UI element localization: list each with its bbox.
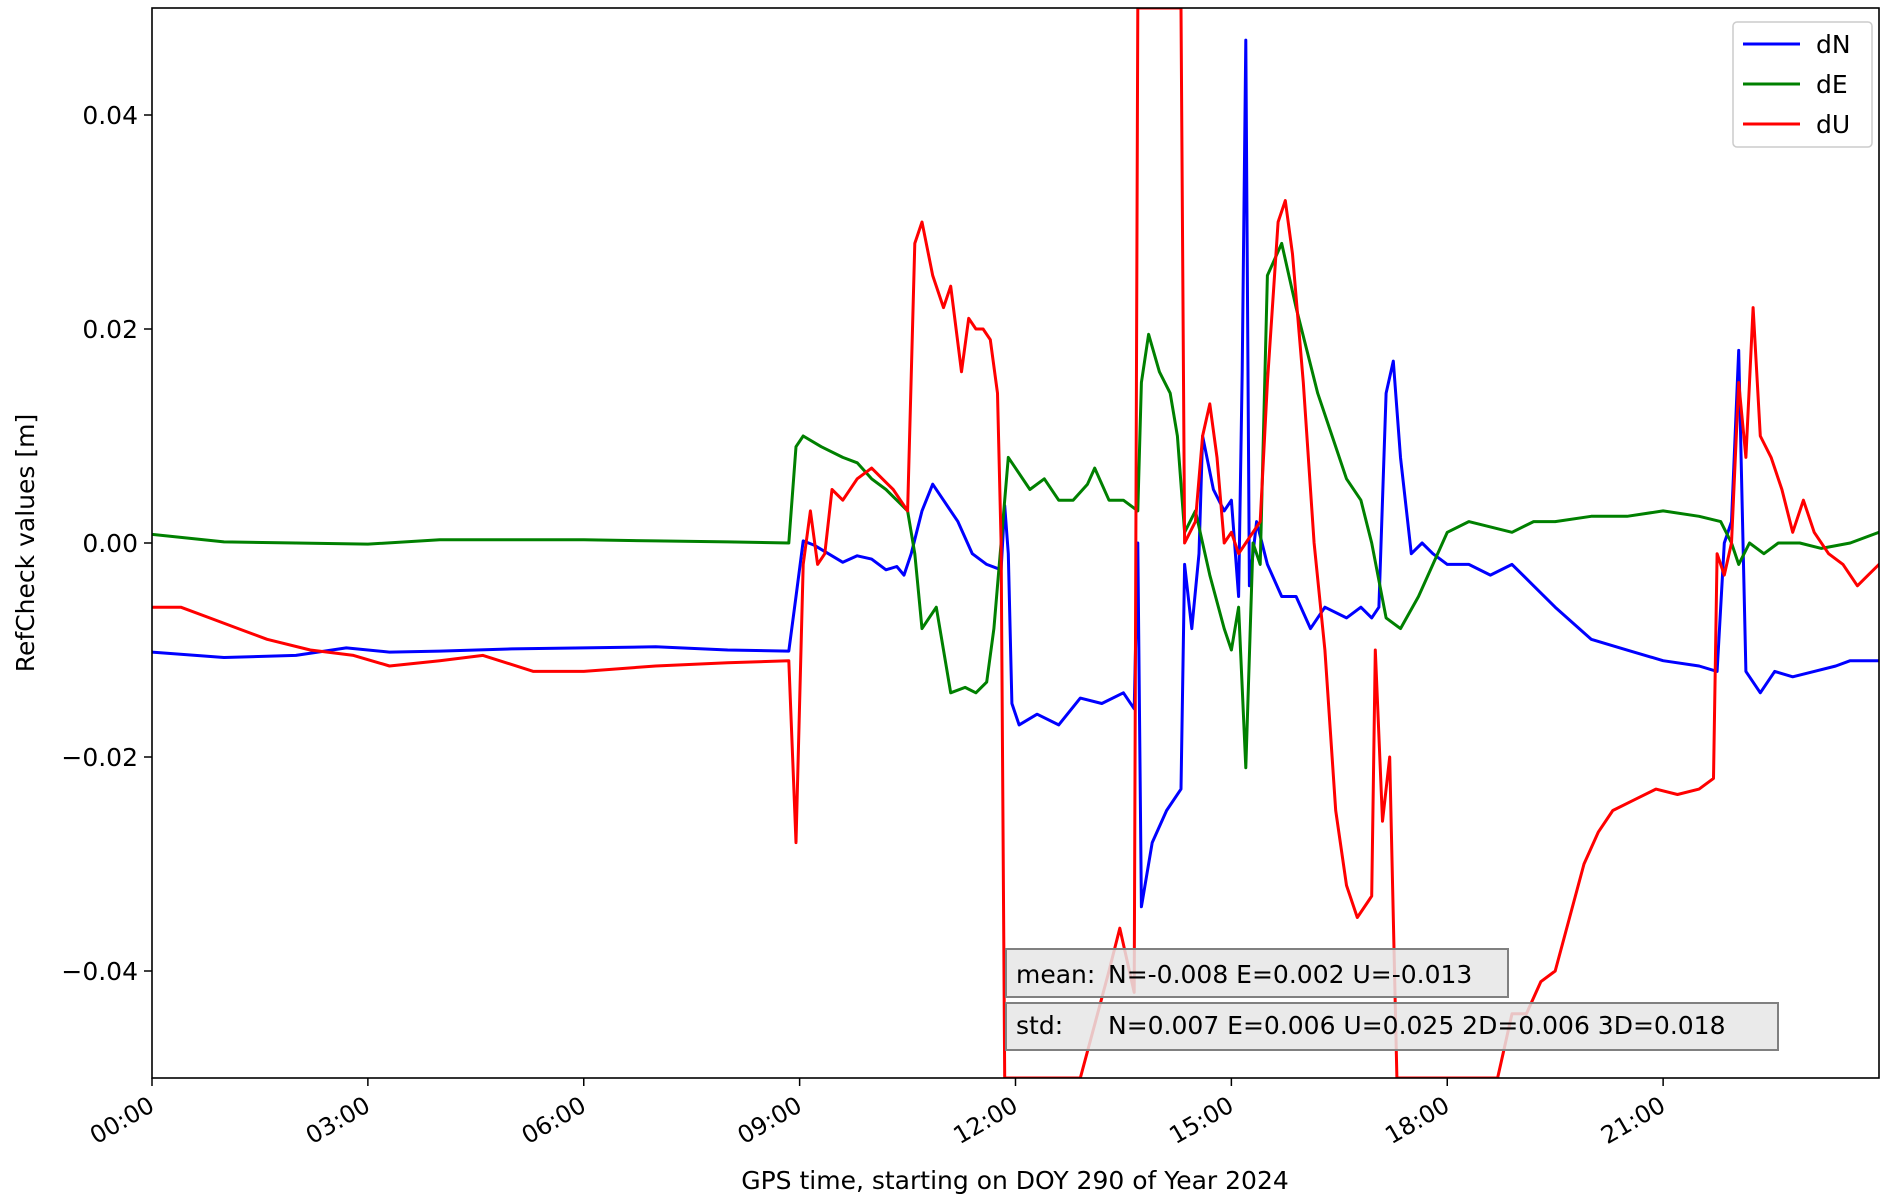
stats-annotations: mean: N=-0.008 E=0.002 U=-0.013 std: N=0.00… (1005, 948, 1779, 1051)
stats-values: N=-0.008 E=0.002 U=-0.013 (1108, 960, 1472, 989)
x-tick-label: 09:00 (733, 1091, 807, 1150)
legend-label-dN: dN (1816, 30, 1851, 59)
stats-label: std: (1016, 1011, 1063, 1040)
series-line-dN (152, 38, 1879, 909)
series-line-dU (152, 8, 1879, 1078)
legend: dN dE dU (1732, 21, 1873, 148)
x-tick-label: 15:00 (1164, 1091, 1238, 1150)
x-tick-label: 18:00 (1380, 1091, 1454, 1150)
x-tick-label: 03:00 (301, 1091, 375, 1150)
y-axis: −0.04 −0.02 0.00 0.02 0.04 (61, 101, 152, 986)
x-tick-label: 06:00 (517, 1091, 591, 1150)
x-tick-label: 12:00 (949, 1091, 1023, 1150)
y-tick-label: −0.02 (61, 743, 138, 772)
legend-box (1732, 21, 1873, 148)
legend-label-dU: dU (1816, 110, 1850, 139)
legend-label-dE: dE (1816, 70, 1848, 99)
stats-box-1 (1005, 1002, 1779, 1051)
y-tick-label: −0.04 (61, 957, 138, 986)
y-tick-label: 0.00 (82, 529, 138, 558)
stats-label: mean: (1016, 960, 1095, 989)
stats-box-0 (1005, 948, 1509, 998)
x-tick-label: 21:00 (1596, 1091, 1670, 1150)
y-tick-label: 0.02 (82, 315, 138, 344)
y-tick-label: 0.04 (82, 101, 138, 130)
stats-values: N=0.007 E=0.006 U=0.025 2D=0.006 3D=0.01… (1108, 1011, 1725, 1040)
x-axis: 00:00 03:00 06:00 09:00 12:00 15:00 18:00 21:00 (85, 1078, 1670, 1150)
series-layer (152, 8, 1879, 1078)
x-tick-label: 00:00 (85, 1091, 159, 1150)
series-line-dE (152, 241, 1879, 770)
y-axis-label: RefCheck values [m] (11, 414, 40, 672)
x-axis-label: GPS time, starting on DOY 290 of Year 20… (741, 1166, 1289, 1195)
